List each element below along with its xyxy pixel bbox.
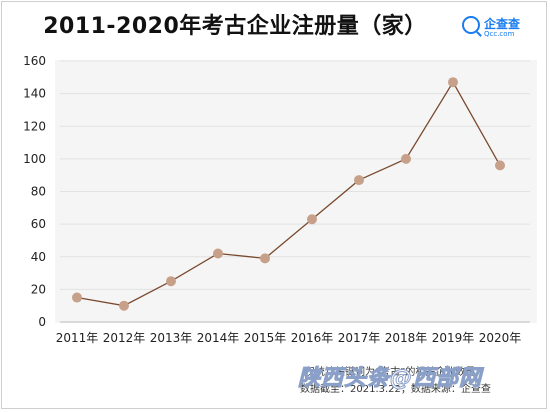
y-tick-label: 60 [31,217,46,231]
y-tick-label: 100 [23,152,46,166]
x-tick-label: 2019年 [432,331,475,345]
logo-name: 企查查 [484,17,521,31]
x-tick-label: 2015年 [244,331,287,345]
x-tick-label: 2013年 [150,331,193,345]
grid-lines [60,60,530,323]
data-point [166,276,176,287]
qcc-logo: 企查查 Qcc.com [462,14,542,44]
data-point [401,153,411,164]
y-tick-label: 160 [23,54,46,68]
note-source: 数据截至：2021.3.22；数据来源：企查查 [300,384,491,395]
y-tick-label: 0 [38,315,46,329]
y-tick-label: 140 [23,87,46,101]
logo-domain: Qcc.com [484,30,515,38]
magnifier-icon [462,16,480,34]
x-tick-label: 2018年 [385,331,428,345]
x-tick-label: 2020年 [479,331,522,345]
data-point [213,248,223,259]
data-point [448,77,458,88]
x-tick-label: 2014年 [197,331,240,345]
data-point [260,253,270,264]
data-point [307,214,317,225]
watermark: 陕西头条@西部网 [297,366,483,392]
note-scope: 仅统计关键词为“考古”的相关企业数量 [305,367,476,378]
data-points [72,77,505,311]
x-axis-ticks: 2011年 2012年 2013年 2014年 2015年 2016年 2017年 2018年… [56,331,522,345]
y-axis-ticks: 0 20 40 60 80 100 120 140 160 [23,54,46,329]
series-line [76,80,501,307]
data-point [495,160,505,171]
data-point [119,300,129,311]
data-point [354,175,364,186]
x-tick-label: 2011年 [56,331,99,345]
y-tick-label: 40 [31,250,46,264]
data-point [72,292,82,303]
y-tick-label: 120 [23,119,46,133]
y-tick-label: 20 [31,282,46,296]
x-tick-label: 2017年 [338,331,381,345]
chart-title: 2011-2020年考古企业注册量（家） [43,14,427,39]
y-tick-label: 80 [31,185,46,199]
x-tick-label: 2012年 [103,331,146,345]
x-tick-label: 2016年 [291,331,334,345]
